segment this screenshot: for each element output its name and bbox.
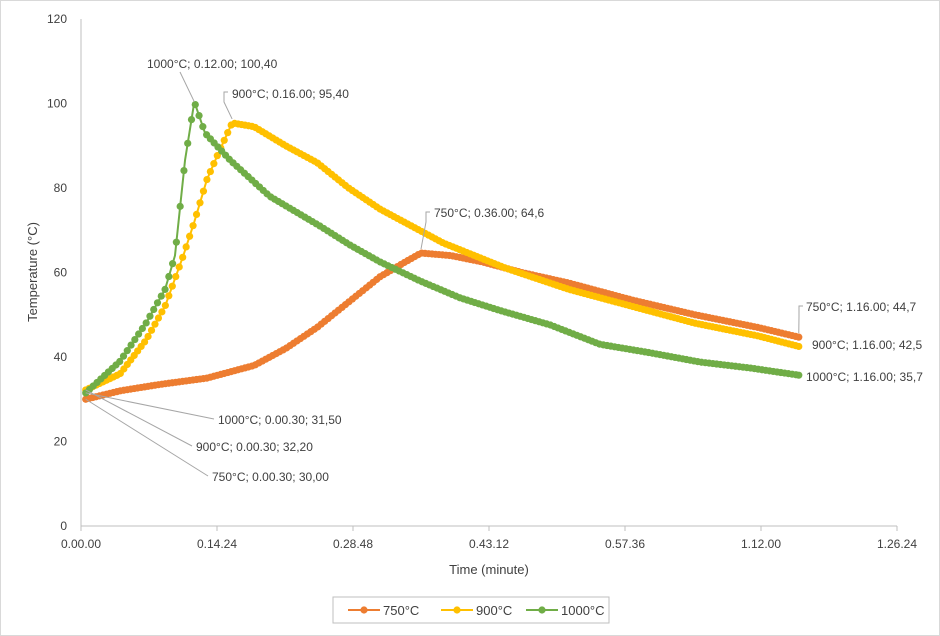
legend: 750°C 900°C 1000°C [332, 596, 610, 624]
data-point [220, 136, 228, 144]
data-point [795, 333, 803, 341]
data-point [189, 222, 197, 230]
data-point [154, 314, 163, 322]
data-point [116, 357, 124, 366]
series-1000c [82, 100, 803, 397]
data-point [168, 282, 176, 290]
data-label: 750°C; 1.16.00; 44,7 [806, 300, 917, 314]
data-point [150, 305, 158, 314]
x-tick-label: 0.57.36 [605, 537, 645, 551]
data-point [172, 272, 180, 281]
data-point [165, 272, 173, 281]
data-label: 1000°C; 1.16.00; 35,7 [806, 370, 923, 384]
y-tick-label: 80 [54, 181, 68, 195]
data-point [165, 292, 173, 300]
data-label: 900°C; 1.16.00; 42,5 [812, 338, 923, 352]
series-group [82, 100, 803, 403]
data-point [142, 319, 150, 327]
data-point [199, 123, 207, 131]
y-tick-label: 120 [47, 12, 67, 26]
x-tick-label: 0.00.00 [61, 537, 101, 551]
legend-marker [453, 606, 461, 614]
data-point [175, 263, 183, 271]
data-point [140, 338, 149, 346]
legend-label: 750°C [383, 603, 419, 618]
data-point [186, 232, 194, 240]
data-point [206, 167, 214, 176]
data-point [184, 139, 192, 147]
data-point [119, 352, 128, 360]
data-point [179, 253, 187, 261]
y-tick-label: 40 [54, 350, 68, 364]
legend-label: 900°C [476, 603, 512, 618]
data-point [144, 332, 152, 341]
data-point [146, 312, 154, 320]
data-point [213, 152, 221, 160]
data-point [147, 326, 156, 334]
data-point [180, 166, 188, 175]
data-point [151, 320, 159, 328]
leader-line [798, 305, 803, 334]
legend-marker [538, 606, 546, 614]
x-tick-label: 0.43.12 [469, 537, 509, 551]
data-label: 750°C; 0.36.00; 64,6 [434, 206, 545, 220]
leader-line [420, 211, 430, 250]
y-axis-label: Temperature (°C) [25, 222, 40, 322]
x-tick-label: 0.28.48 [333, 537, 373, 551]
y-tick-label: 60 [54, 266, 68, 280]
x-axis-label: Time (minute) [449, 562, 529, 577]
data-point [138, 324, 146, 333]
leader-line [85, 398, 209, 477]
data-point [158, 308, 166, 316]
data-point [182, 243, 190, 251]
data-point [196, 199, 204, 207]
data-point [795, 342, 803, 351]
data-point [176, 202, 184, 210]
legend-marker [360, 606, 368, 614]
data-label: 1000°C; 0.12.00; 100,40 [147, 57, 278, 71]
data-point [161, 301, 169, 310]
leader-line [85, 389, 193, 447]
x-tick-label: 1.26.24 [877, 537, 917, 551]
y-tick-label: 100 [47, 97, 67, 111]
data-point [210, 160, 218, 168]
data-point [169, 260, 177, 268]
axes: 0.00.00 0.14.24 0.28.48 0.43.12 0.57.36 1.12.… [47, 12, 917, 551]
series-line [85, 101, 799, 394]
legend-label: 1000°C [561, 603, 605, 618]
data-point [172, 238, 180, 246]
leader-line [179, 71, 195, 103]
data-label: 1000°C; 0.00.30; 31,50 [218, 413, 342, 427]
data-point [224, 129, 232, 137]
data-point [123, 347, 131, 355]
data-point [795, 371, 803, 379]
data-label: 900°C; 0.16.00; 95,40 [232, 87, 349, 101]
y-tick-label: 0 [60, 519, 67, 533]
leader-line [85, 392, 215, 420]
data-point [195, 112, 203, 120]
x-tick-label: 0.14.24 [197, 537, 237, 551]
data-point [161, 285, 169, 293]
data-label: 900°C; 0.00.30; 32,20 [196, 440, 313, 454]
data-point [127, 341, 135, 349]
data-point [199, 187, 208, 195]
data-point [191, 100, 199, 109]
data-point [153, 299, 162, 307]
data-point [135, 330, 143, 338]
data-point [192, 210, 201, 219]
data-point [187, 115, 196, 124]
data-point [157, 292, 165, 300]
series-900c [82, 119, 803, 394]
x-tick-label: 1.12.00 [741, 537, 781, 551]
annotations: 1000°C; 0.12.00; 100,40 900°C; 0.16.00; 9… [85, 57, 923, 484]
data-point [131, 335, 139, 344]
data-point [203, 175, 211, 184]
y-tick-label: 20 [54, 435, 68, 449]
series-750c [82, 249, 803, 403]
data-label: 750°C; 0.00.30; 30,00 [212, 470, 329, 484]
leader-line [223, 91, 233, 120]
